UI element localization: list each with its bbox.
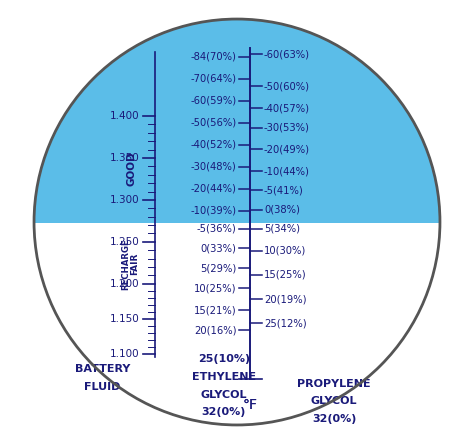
Text: °F: °F bbox=[243, 398, 258, 412]
Text: 1.200: 1.200 bbox=[110, 279, 139, 289]
Text: 15(21%): 15(21%) bbox=[194, 305, 237, 315]
Text: 10(30%): 10(30%) bbox=[264, 246, 306, 256]
Text: 1.250: 1.250 bbox=[110, 237, 139, 247]
Text: FAIR: FAIR bbox=[130, 253, 139, 275]
Text: -50(56%): -50(56%) bbox=[191, 118, 237, 128]
Text: 0(38%): 0(38%) bbox=[264, 205, 300, 214]
Text: 1.300: 1.300 bbox=[110, 195, 139, 205]
Text: GOOD: GOOD bbox=[126, 152, 136, 186]
Text: 1.100: 1.100 bbox=[110, 349, 139, 359]
Text: BATTERY: BATTERY bbox=[75, 364, 130, 374]
Text: GLYCOL: GLYCOL bbox=[311, 396, 357, 406]
Text: 5(34%): 5(34%) bbox=[264, 224, 300, 234]
Text: -84(70%): -84(70%) bbox=[191, 52, 237, 62]
Text: 25(12%): 25(12%) bbox=[264, 318, 307, 329]
Text: -5(41%): -5(41%) bbox=[264, 185, 304, 195]
Text: GLYCOL: GLYCOL bbox=[201, 390, 247, 400]
Text: PROPYLENE: PROPYLENE bbox=[297, 379, 371, 388]
Text: -10(39%): -10(39%) bbox=[191, 206, 237, 216]
Text: 15(25%): 15(25%) bbox=[264, 270, 307, 280]
Text: 32(0%): 32(0%) bbox=[312, 414, 356, 424]
Text: -50(60%): -50(60%) bbox=[264, 81, 310, 91]
Text: 0(33%): 0(33%) bbox=[201, 243, 237, 254]
Text: 32(0%): 32(0%) bbox=[201, 407, 246, 417]
Text: -60(59%): -60(59%) bbox=[191, 95, 237, 106]
Text: 20(16%): 20(16%) bbox=[194, 325, 237, 335]
Text: 1.350: 1.350 bbox=[110, 153, 139, 163]
Circle shape bbox=[34, 19, 440, 425]
Text: -30(48%): -30(48%) bbox=[191, 162, 237, 172]
Text: 10(25%): 10(25%) bbox=[194, 283, 237, 293]
Text: RECHARGE: RECHARGE bbox=[121, 238, 130, 290]
Text: -40(57%): -40(57%) bbox=[264, 103, 310, 113]
Text: -20(49%): -20(49%) bbox=[264, 144, 310, 154]
Text: 1.150: 1.150 bbox=[110, 314, 139, 324]
Text: -20(44%): -20(44%) bbox=[191, 184, 237, 194]
Text: 20(19%): 20(19%) bbox=[264, 294, 306, 304]
Text: -70(64%): -70(64%) bbox=[191, 74, 237, 83]
Text: -5(36%): -5(36%) bbox=[197, 224, 237, 234]
Text: -30(53%): -30(53%) bbox=[264, 123, 310, 133]
Text: FLUID: FLUID bbox=[84, 382, 120, 392]
Polygon shape bbox=[34, 19, 440, 222]
Text: °F: °F bbox=[243, 398, 258, 412]
Text: ETHYLENE: ETHYLENE bbox=[191, 372, 256, 382]
Text: 5(29%): 5(29%) bbox=[201, 263, 237, 274]
Text: 25(10%): 25(10%) bbox=[198, 354, 250, 365]
Text: -60(63%): -60(63%) bbox=[264, 49, 310, 59]
Text: 1.400: 1.400 bbox=[110, 111, 139, 121]
Text: -40(52%): -40(52%) bbox=[191, 140, 237, 150]
Text: -10(44%): -10(44%) bbox=[264, 166, 310, 176]
